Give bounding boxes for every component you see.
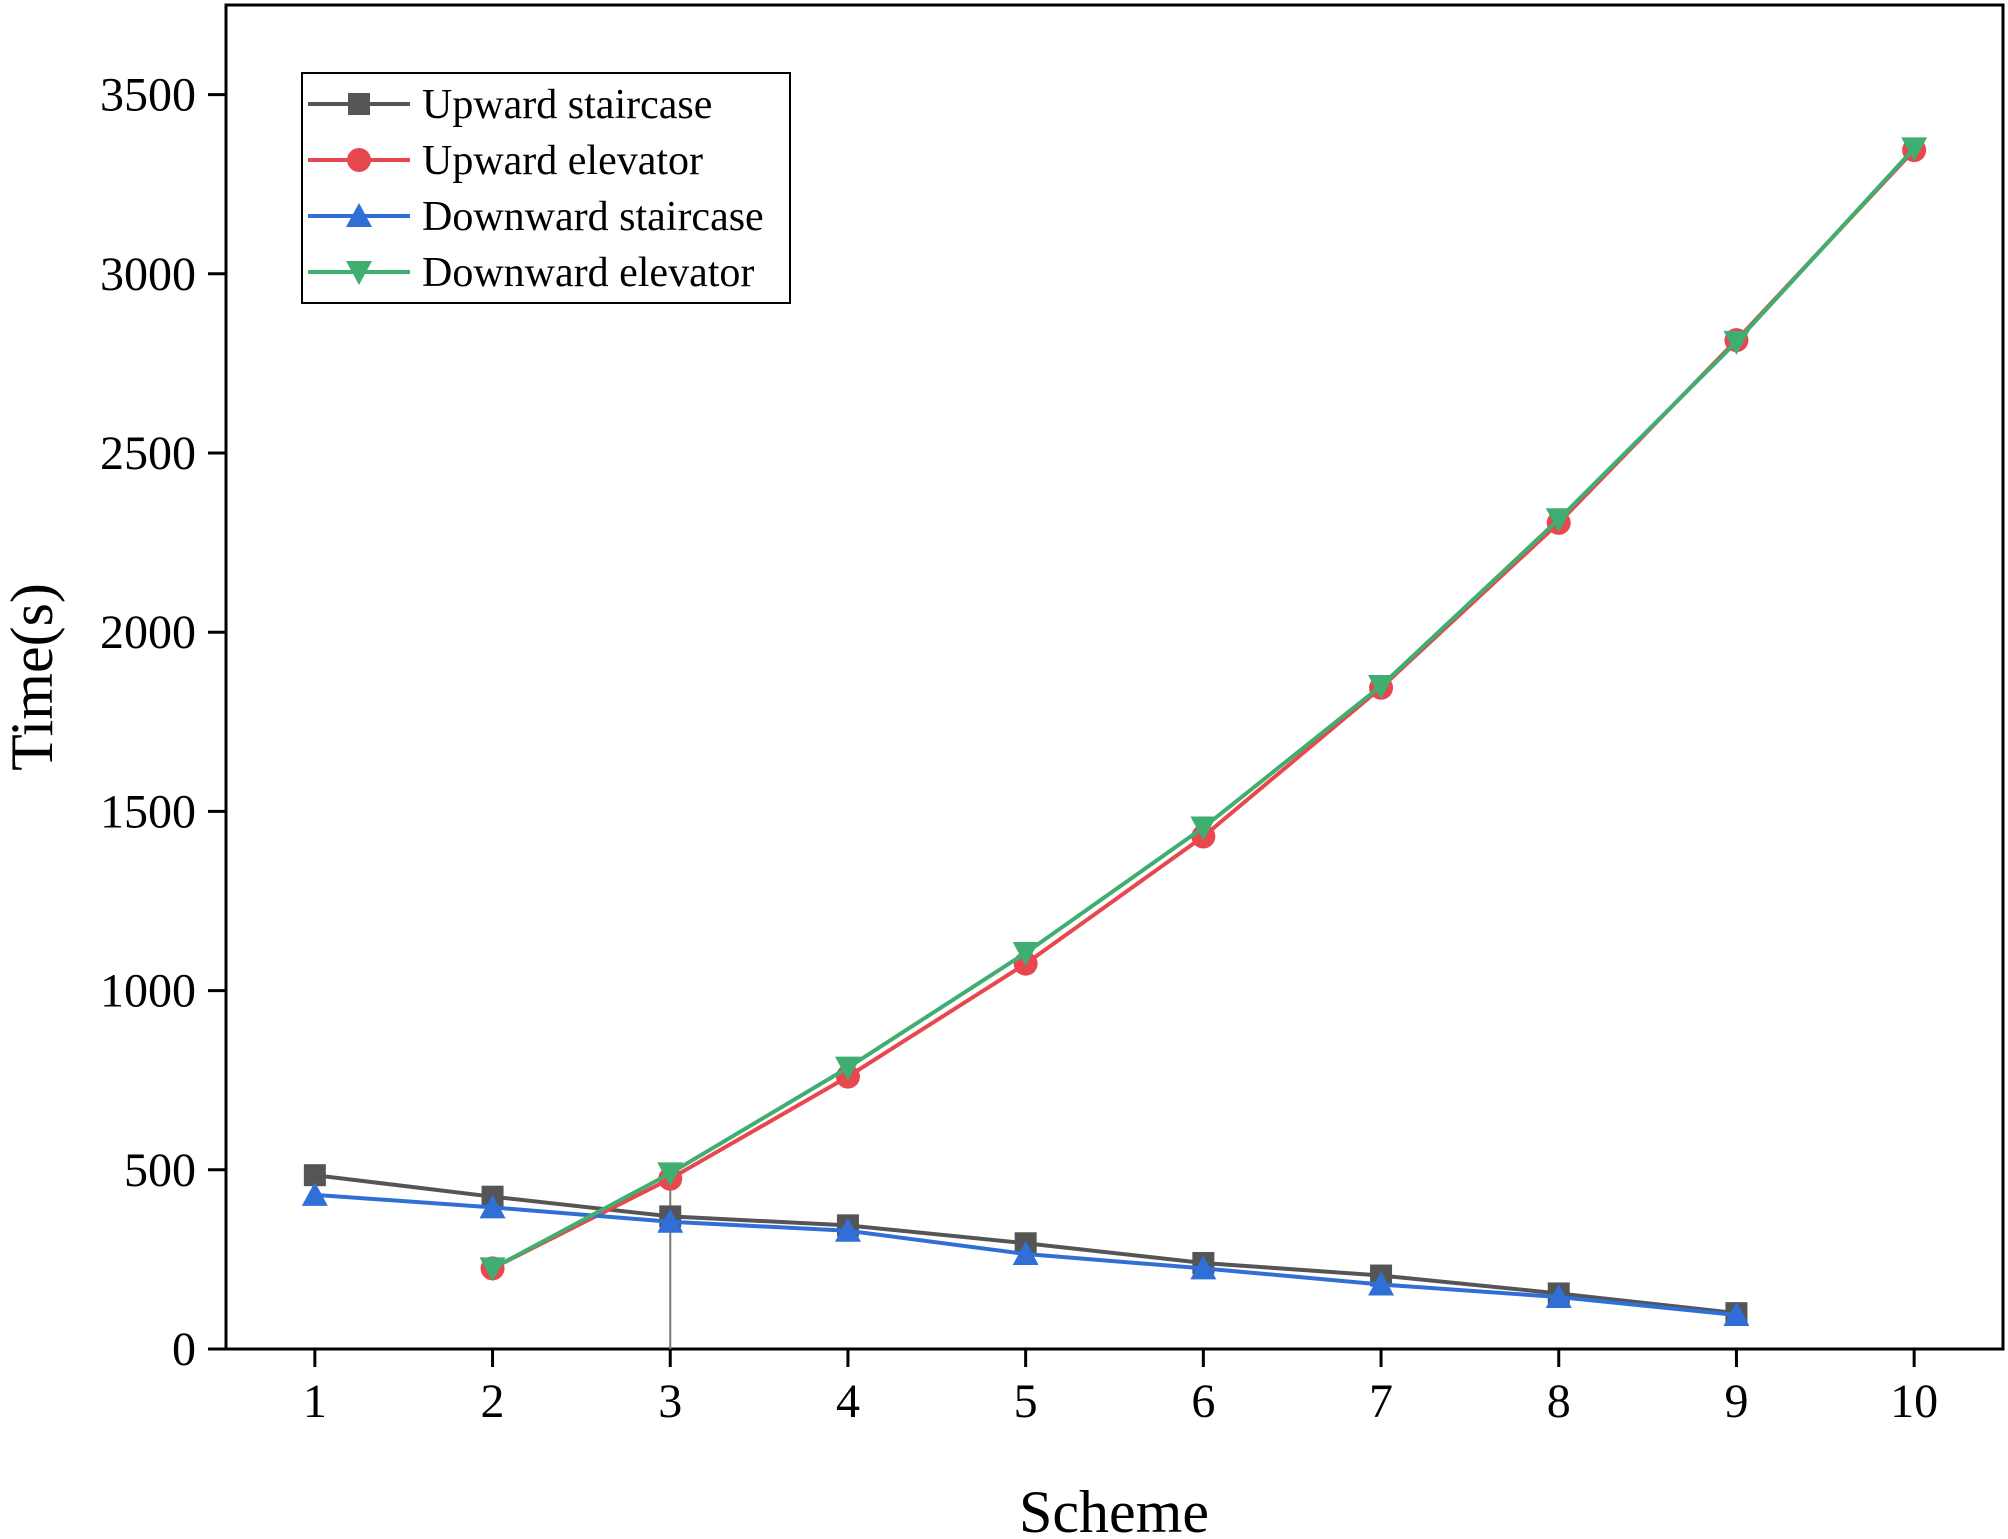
data-point xyxy=(479,1257,506,1282)
data-point xyxy=(1368,674,1395,699)
legend-label: Downward staircase xyxy=(422,194,764,240)
series-line xyxy=(491,148,1916,1271)
y-tick-label: 1000 xyxy=(100,965,196,1018)
legend-marker xyxy=(346,261,372,285)
x-tick-label: 1 xyxy=(303,1375,327,1428)
legend-label: Upward elevator xyxy=(422,138,703,184)
y-tick-label: 2000 xyxy=(100,606,196,659)
legend: Upward staircase Upward elevator Downward … xyxy=(301,72,791,304)
x-tick-label: 3 xyxy=(658,1375,682,1428)
data-point xyxy=(1012,1241,1039,1266)
data-point xyxy=(657,1208,684,1233)
x-tick-label: 4 xyxy=(836,1375,860,1428)
legend-box xyxy=(301,72,791,304)
series-downward-elevator xyxy=(479,137,1928,1282)
y-tick-label: 1500 xyxy=(100,785,196,838)
y-tick-label: 2500 xyxy=(100,427,196,480)
y-tick-label: 0 xyxy=(172,1323,196,1376)
y-tick-label: 3500 xyxy=(100,69,196,122)
data-point xyxy=(1545,508,1572,533)
x-tick-label: 7 xyxy=(1369,1375,1393,1428)
series-line xyxy=(491,147,1916,1271)
legend-marker xyxy=(348,93,370,115)
x-tick-label: 6 xyxy=(1191,1375,1215,1428)
x-tick-label: 10 xyxy=(1890,1375,1938,1428)
legend-label: Upward staircase xyxy=(422,82,712,128)
legend-label: Downward elevator xyxy=(422,250,754,296)
series-downward-staircase xyxy=(301,1181,1750,1326)
plot-frame xyxy=(224,3,2005,1351)
data-point xyxy=(303,1164,326,1187)
data-point xyxy=(1545,1284,1572,1309)
series-upward-elevator xyxy=(480,138,1927,1281)
y-tick-label: 3000 xyxy=(100,248,196,301)
data-point xyxy=(1190,816,1217,841)
data-point xyxy=(479,1194,506,1219)
data-point xyxy=(1368,1271,1395,1296)
x-tick-label: 9 xyxy=(1724,1375,1748,1428)
data-point xyxy=(1901,137,1928,162)
x-tick-label: 2 xyxy=(481,1375,505,1428)
x-axis-title: Scheme xyxy=(1019,1479,1209,1539)
data-point xyxy=(1723,1301,1750,1326)
x-tick-label: 5 xyxy=(1014,1375,1038,1428)
legend-marker xyxy=(347,148,371,172)
data-point xyxy=(1190,1255,1217,1280)
legend-marker xyxy=(346,203,372,227)
data-point xyxy=(834,1056,861,1081)
x-tick-label: 8 xyxy=(1547,1375,1571,1428)
data-point xyxy=(834,1217,861,1242)
data-point xyxy=(657,1162,684,1187)
y-axis-title: Time(s) xyxy=(0,583,65,771)
data-point xyxy=(1723,330,1750,355)
y-tick-label: 500 xyxy=(124,1144,196,1197)
data-point xyxy=(1012,941,1039,966)
data-point xyxy=(301,1181,328,1206)
